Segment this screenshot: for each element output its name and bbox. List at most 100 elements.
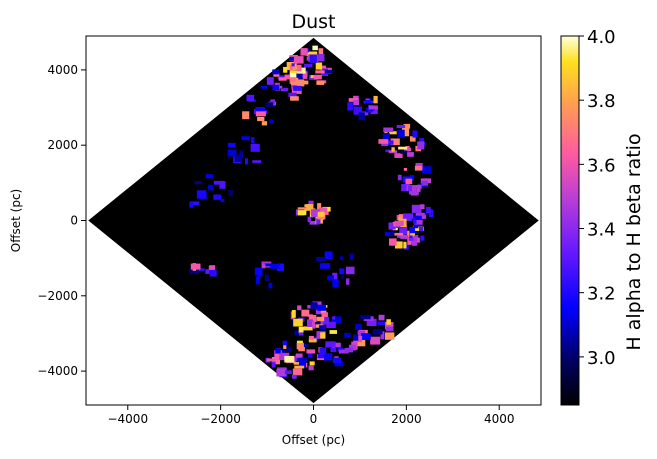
ratio-pixel [318,54,325,62]
ratio-pixel [271,361,276,368]
ratio-pixel [407,152,414,157]
ratio-pixel [355,323,362,330]
ratio-pixel [293,362,299,365]
ratio-pixel [241,136,250,141]
ratio-pixel [326,321,336,329]
ratio-pixel [310,209,321,217]
ratio-pixel [380,331,385,340]
x-axis-label: Offset (pc) [282,433,345,447]
ratio-pixel [271,357,280,365]
ratio-pixel [383,127,394,133]
ratio-pixel [417,224,423,228]
ratio-pixel [290,81,300,86]
ratio-pixel [298,326,304,334]
ratio-pixel [194,181,203,185]
ratio-pixel [319,325,326,331]
ratio-pixel [299,332,304,336]
ratio-pixel [205,174,214,179]
ratio-pixel [309,361,315,366]
ratio-pixel [296,64,302,72]
ratio-pixel [421,180,428,186]
ratio-pixel [251,137,255,144]
ratio-pixel [344,347,353,353]
ratio-pixel [400,234,409,239]
chart-title: Dust [291,11,335,33]
ratio-pixel [339,268,345,274]
ratio-pixel [339,256,344,261]
ratio-pixel [411,238,418,246]
ratio-pixel [266,77,274,85]
ratio-pixel [423,211,428,215]
ratio-pixel [389,238,397,246]
ratio-pixel [394,232,403,236]
ratio-pixel [254,267,263,276]
ratio-pixel [264,263,275,267]
ratio-pixel [294,365,305,369]
ratio-pixel [190,201,200,205]
ratio-pixel [290,70,297,74]
ratio-pixel [347,102,353,111]
ratio-pixel [315,70,325,74]
ratio-pixel [190,263,201,270]
ratio-pixel [373,95,378,104]
ratio-pixel [291,88,302,94]
ratio-pixel [324,251,333,259]
ratio-pixel [276,85,283,89]
ratio-pixel [332,316,336,320]
ratio-pixel [213,180,224,185]
ratio-pixel [310,302,318,310]
ratio-pixel [315,62,323,70]
ratio-pixel [353,106,362,115]
ratio-pixel [309,221,319,225]
ratio-pixel [316,80,325,85]
ratio-pixel [301,309,310,317]
ratio-pixel [306,349,316,354]
ratio-pixel [280,88,285,92]
ratio-pixel [389,232,399,236]
ratio-pixel [278,77,287,81]
ratio-pixel [304,63,313,68]
x-tick-label: 0 [310,412,318,426]
plot-area [88,37,539,404]
ratio-pixel [370,336,381,345]
y-tick-label: 4000 [47,63,78,77]
y-tick-label: 0 [70,214,78,228]
ratio-pixel [270,263,280,269]
ratio-pixel [300,48,308,56]
ratio-pixel [307,352,313,358]
ratio-pixel [307,305,311,309]
ratio-pixel [404,128,410,137]
ratio-pixel [296,79,305,87]
ratio-pixel [377,321,387,325]
ratio-pixel [297,305,302,311]
ratio-pixel [290,96,299,101]
ratio-pixel [245,158,249,165]
colorbar-tick-label: 3.6 [587,155,616,176]
ratio-pixel [360,315,371,320]
ratio-pixel [277,263,284,271]
ratio-pixel [385,149,390,152]
ratio-pixel [340,272,344,279]
ratio-pixel [353,99,359,106]
ratio-pixel [332,272,338,280]
ratio-pixel [397,129,405,138]
ratio-pixel [283,87,289,92]
ratio-pixel [399,226,408,235]
ratio-pixel [415,185,422,189]
ratio-pixel [396,125,406,128]
ratio-pixel [414,215,422,220]
ratio-pixel [409,227,415,234]
ratio-pixel [262,264,266,269]
ratio-pixel [390,138,400,146]
ratio-pixel [308,365,314,371]
ratio-pixel [412,130,418,138]
ratio-pixel [385,322,394,330]
ratio-pixel [368,105,378,110]
ratio-pixel [332,279,339,288]
ratio-pixel [188,268,199,275]
x-tick-label: 2000 [391,412,422,426]
ratio-pixel [388,150,398,154]
ratio-pixel [409,175,415,181]
ratio-pixel [295,353,303,358]
ratio-pixel [403,213,414,221]
